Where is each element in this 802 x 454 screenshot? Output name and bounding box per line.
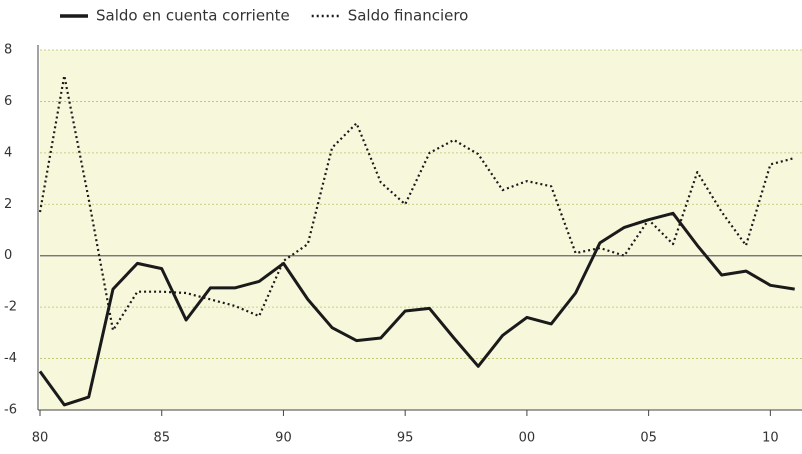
y-tick-label: 2: [4, 197, 12, 212]
x-tick-label: 90: [275, 431, 292, 446]
y-tick-label: -2: [4, 300, 17, 315]
series-line: [38, 74, 795, 332]
legend-label: Saldo en cuenta corriente: [96, 7, 290, 25]
x-tick-label: 95: [397, 431, 414, 446]
y-tick-label: 8: [4, 43, 12, 58]
x-tick-label: 10: [762, 431, 779, 446]
series-line: [38, 211, 795, 407]
legend-label: Saldo financiero: [348, 7, 469, 25]
y-tick-label: 4: [4, 145, 12, 160]
x-tick-label: 05: [640, 431, 657, 446]
x-tick-label: 85: [153, 431, 170, 446]
y-tick-label: 0: [4, 248, 12, 263]
x-tick-label: 80: [32, 431, 49, 446]
y-tick-label: -4: [4, 351, 17, 366]
legend: Saldo en cuenta corriente Saldo financier…: [60, 7, 468, 25]
x-tick-label: 00: [519, 431, 536, 446]
y-tick-label: -6: [4, 403, 17, 418]
y-tick-label: 6: [4, 94, 12, 109]
plot-background: [40, 50, 802, 410]
